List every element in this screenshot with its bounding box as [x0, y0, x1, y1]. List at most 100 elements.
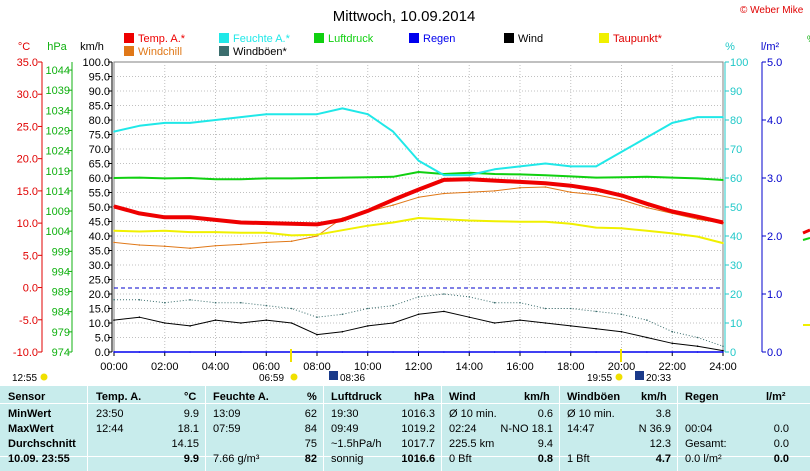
data-point	[240, 116, 242, 118]
tick-label: 5.0	[767, 57, 782, 69]
data-point	[417, 351, 420, 353]
tick-label: 90	[730, 86, 742, 98]
summary-cell: ~1.5hPa/h	[331, 438, 382, 450]
data-point	[646, 351, 648, 353]
data-point	[722, 221, 724, 224]
data-point	[595, 165, 597, 168]
summary-cell: 12:44	[96, 423, 124, 435]
tick-label: 4.0	[767, 115, 782, 127]
data-point	[290, 177, 293, 180]
tick-label: 989	[52, 287, 70, 299]
header-pressure: Luftdruck	[331, 391, 382, 403]
data-point	[138, 299, 141, 301]
data-point	[367, 351, 369, 353]
tick-label: 999	[52, 246, 70, 258]
data-point	[671, 330, 674, 333]
summary-cell: 0.8	[537, 453, 553, 465]
data-point	[341, 107, 344, 110]
data-point	[392, 304, 394, 307]
rain-axis: 5.0 4.0 3.0 2.0 1.0 0.0	[761, 57, 782, 359]
data-point	[443, 310, 445, 313]
summary-cell: 0.0	[773, 453, 789, 465]
data-point	[722, 349, 724, 352]
summary-cell: N 36.9	[638, 423, 671, 435]
data-point	[417, 196, 420, 199]
data-point	[316, 223, 318, 226]
data-point	[696, 345, 699, 348]
data-point	[519, 221, 521, 223]
data-point	[138, 351, 141, 353]
data-point	[214, 178, 217, 180]
data-point	[113, 241, 115, 244]
data-point	[164, 177, 166, 180]
data-point	[189, 216, 191, 219]
data-point	[417, 217, 420, 219]
time-axis: 00:00 02:00 04:00 06:00 08:00 10:00 12:00 14:00…	[100, 352, 737, 373]
data-point	[265, 222, 268, 224]
header-gusts: Windböen	[567, 391, 621, 403]
data-point	[367, 224, 369, 227]
data-point	[189, 231, 191, 233]
series-points-4	[113, 351, 724, 353]
legend-swatch-dewpoint	[599, 33, 609, 43]
tick-label: 1014	[46, 186, 70, 198]
tick-label: 979	[52, 327, 70, 339]
summary-cell: 0 Bft	[449, 453, 472, 465]
data-point	[392, 351, 394, 353]
data-point	[696, 215, 699, 218]
data-point	[696, 351, 699, 353]
data-point	[164, 322, 166, 324]
data-point	[367, 210, 369, 212]
legend-pressure: Luftdruck	[328, 33, 374, 45]
data-point	[240, 243, 242, 246]
moonrise-time-2: 20:33	[646, 373, 671, 384]
data-point	[113, 299, 115, 301]
time-tick-label: 24:00	[709, 361, 737, 373]
summary-cell: 13:09	[213, 408, 241, 420]
data-point	[392, 130, 394, 133]
tick-label: 20.0	[89, 289, 110, 301]
data-point	[316, 333, 318, 336]
data-point	[138, 316, 141, 319]
tick-label: 10	[730, 318, 742, 330]
tick-label: 85.0	[89, 101, 110, 113]
sunset-icon	[615, 373, 623, 381]
tick-label: 40.0	[89, 231, 110, 243]
tick-label: 974	[52, 347, 70, 359]
summary-cell: Ø 10 min.	[567, 408, 615, 420]
tick-label: 3.0	[767, 173, 782, 185]
summary-cell: 1 Bft	[567, 453, 590, 465]
summary-cell: 00:04	[685, 423, 713, 435]
summary-cell: 0.0	[773, 423, 789, 435]
data-point	[417, 188, 420, 191]
data-point	[620, 151, 623, 153]
data-point	[570, 191, 572, 193]
summary-row-label: MaxWert	[8, 423, 54, 435]
time-tick-label: 22:00	[658, 361, 686, 373]
time-tick-label: 10:00	[354, 361, 382, 373]
tick-label: 95.0	[89, 72, 110, 84]
tick-label: 10.0	[89, 318, 110, 330]
pressure-axis: 1044 1039 1034 1029 1024 1019 1014 1009 1004 999 9…	[46, 62, 73, 359]
data-point	[341, 219, 344, 221]
data-point	[493, 220, 496, 222]
tick-label: 1009	[46, 206, 70, 218]
tick-label: 45.0	[89, 217, 110, 229]
data-point	[519, 165, 521, 168]
time-tick-label: 20:00	[608, 361, 636, 373]
tick-label: 1019	[46, 166, 70, 178]
data-point	[316, 177, 318, 179]
time-tick-label: 04:00	[202, 361, 230, 373]
legend-swatch-humidity	[219, 33, 229, 43]
sunrise-time: 06:59	[259, 373, 284, 384]
header-humidity-unit: %	[307, 391, 317, 403]
data-point	[570, 184, 572, 187]
summary-cell: 4.7	[655, 453, 671, 465]
data-point	[544, 182, 547, 184]
data-point	[493, 168, 496, 171]
data-point	[671, 176, 674, 179]
header-pressure-unit: hPa	[414, 391, 435, 403]
data-point	[646, 336, 648, 339]
tick-label: 0.0	[23, 283, 38, 295]
time-tick-label: 06:00	[252, 361, 280, 373]
